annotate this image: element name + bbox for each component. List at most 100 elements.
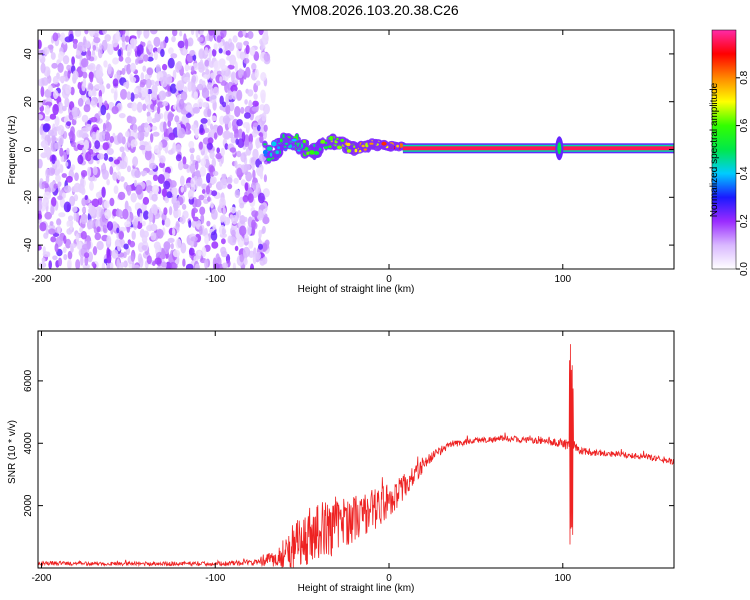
heatmap-noise-cell: [206, 172, 211, 184]
heatmap-noise-cell: [138, 256, 144, 268]
heatmap-noise-cell: [221, 227, 226, 236]
heatmap-noise-cell: [135, 58, 139, 65]
heatmap-noise-cell: [118, 262, 126, 268]
heatmap-noise-cell: [63, 201, 72, 213]
heatmap-transition-cell: [275, 150, 280, 155]
heatmap-noise-cell: [97, 47, 103, 59]
heatmap-noise-cell: [104, 34, 111, 42]
heatmap-noise-cell: [263, 52, 271, 62]
heatmap-noise-cell: [201, 246, 207, 258]
heatmap-x-tick-label: 100: [554, 274, 571, 285]
heatmap-noise-cell: [204, 234, 210, 245]
heatmap-noise-cell: [53, 89, 59, 100]
heatmap-noise-cell: [163, 244, 170, 255]
heatmap-noise-cell: [137, 242, 145, 253]
heatmap-noise-cell: [182, 163, 189, 170]
heatmap-noise-cell: [242, 30, 247, 37]
heatmap-noise-cell: [178, 98, 185, 110]
heatmap-noise-cell: [146, 115, 153, 124]
heatmap-noise-cell: [220, 177, 228, 189]
heatmap-noise-cell: [53, 183, 58, 189]
heatmap-noise-cell: [146, 111, 151, 118]
heatmap-noise-cell: [51, 196, 57, 207]
heatmap-noise-cell: [167, 57, 175, 69]
heatmap-noise-cell: [172, 228, 176, 236]
heatmap-noise-cell: [236, 119, 243, 127]
heatmap-noise-cell: [90, 100, 95, 106]
heatmap-noise-cell: [112, 78, 119, 87]
heatmap-noise-cell: [71, 206, 78, 213]
heatmap-noise-cell: [57, 181, 62, 188]
heatmap-noise-cell: [84, 252, 90, 259]
heatmap-noise-cell: [149, 162, 157, 170]
heatmap-noise-cell: [147, 56, 154, 62]
heatmap-noise-cell: [172, 142, 177, 154]
heatmap-noise-cell: [253, 93, 258, 100]
heatmap-noise-cell: [40, 62, 46, 74]
snr-plot-area: [38, 331, 674, 568]
heatmap-noise-cell: [255, 251, 262, 260]
heatmap-noise-cell: [239, 254, 244, 263]
heatmap-transition-cell: [291, 138, 297, 142]
heatmap-noise-cell: [104, 209, 112, 220]
heatmap-noise-cell: [170, 53, 178, 59]
heatmap-noise-cell: [110, 88, 115, 94]
heatmap-noise-cell: [169, 180, 177, 188]
heatmap-noise-cell: [229, 214, 234, 221]
heatmap-noise-cell: [61, 192, 67, 199]
heatmap-noise-cell: [38, 114, 43, 120]
heatmap-transition-cell: [329, 135, 334, 141]
heatmap-noise-cell: [137, 125, 144, 133]
heatmap-noise-cell: [188, 140, 195, 149]
heatmap-noise-cell: [80, 255, 84, 266]
heatmap-noise-cell: [144, 144, 152, 152]
heatmap-noise-cell: [96, 240, 104, 251]
heatmap-transition-cell: [309, 150, 315, 155]
heatmap-noise-cell: [103, 153, 109, 161]
heatmap-noise-cell: [94, 84, 102, 89]
heatmap-noise-cell: [142, 196, 150, 205]
heatmap-noise-cell: [136, 101, 143, 113]
heatmap-noise-cell: [137, 44, 144, 55]
heatmap-noise-cell: [65, 175, 73, 183]
heatmap-noise-cell: [63, 254, 68, 261]
snr-y-tick-label: 4000: [23, 432, 34, 455]
heatmap-noise-cell: [113, 185, 119, 195]
heatmap-noise-cell: [252, 169, 256, 180]
heatmap-noise-cell: [65, 238, 72, 249]
heatmap-noise-cell: [158, 141, 163, 151]
heatmap-noise-cell: [119, 176, 125, 182]
heatmap-noise-cell: [154, 257, 162, 265]
heatmap-noise-cell: [141, 220, 146, 227]
heatmap-noise-cell: [211, 209, 218, 220]
heatmap-noise-cell: [197, 63, 204, 68]
heatmap-noise-cell: [208, 48, 213, 59]
heatmap-transition-cell: [314, 150, 320, 155]
heatmap-noise-cell: [77, 81, 82, 90]
heatmap-noise-cell: [204, 59, 210, 67]
heatmap-noise-cell: [163, 180, 171, 190]
heatmap-noise-cell: [69, 243, 77, 249]
heatmap-noise-cell: [227, 235, 233, 244]
heatmap-noise-cell: [211, 115, 217, 122]
snr-x-tick-label: -100: [205, 573, 225, 584]
heatmap-noise-cell: [243, 163, 251, 171]
heatmap-noise-cell: [162, 63, 168, 71]
heatmap-noise-cell: [228, 42, 235, 52]
heatmap-transition-cell: [269, 152, 273, 157]
heatmap-noise-cell: [116, 227, 120, 234]
heatmap-noise-cell: [217, 41, 223, 48]
heatmap-noise-cell: [225, 50, 231, 56]
heatmap-noise-cell: [79, 227, 83, 233]
heatmap-noise-cell: [159, 155, 166, 164]
heatmap-noise-cell: [258, 243, 263, 250]
heatmap-noise-cell: [150, 232, 157, 241]
colorbar-tick-label: 0.6: [739, 118, 750, 132]
heatmap-noise-cell: [245, 171, 253, 182]
heatmap-noise-cell: [118, 231, 124, 240]
heatmap-noise-cell: [243, 40, 250, 46]
heatmap-transition-cell: [306, 151, 310, 155]
heatmap-noise-cell: [229, 206, 237, 214]
heatmap-noise-cell: [243, 58, 250, 64]
heatmap-noise-cell: [138, 92, 142, 99]
